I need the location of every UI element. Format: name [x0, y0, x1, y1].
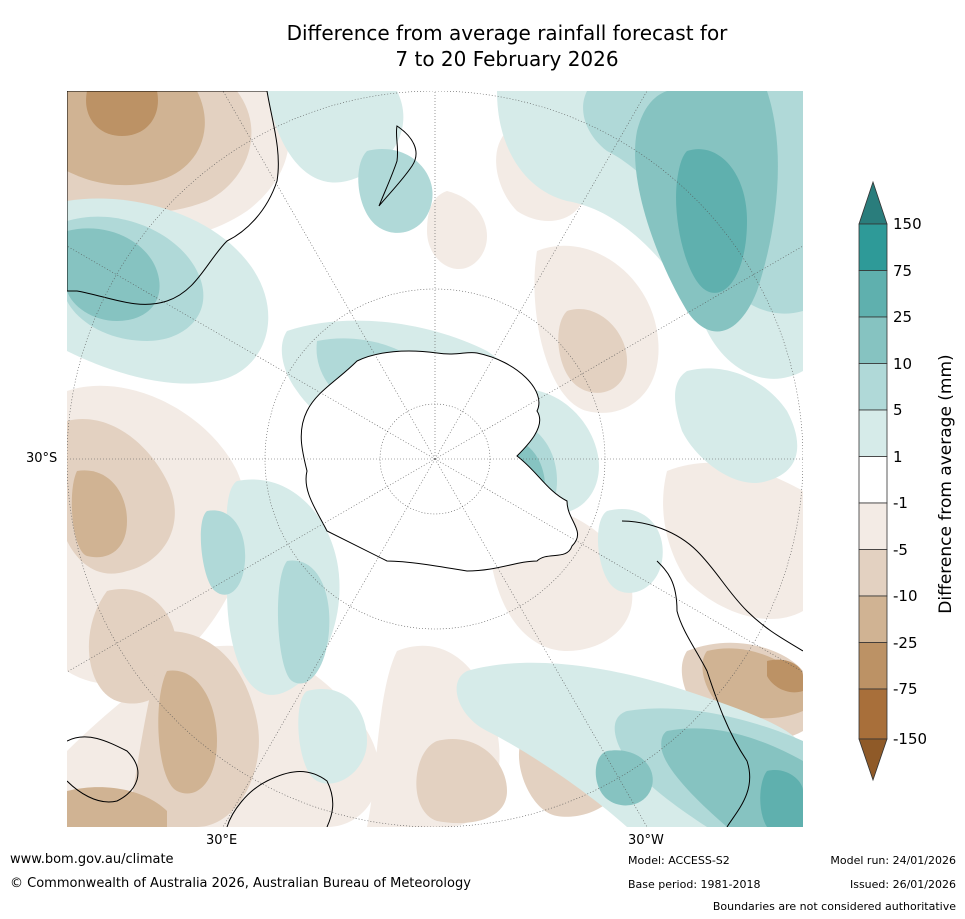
issued-date: Issued: 26/01/2026 [849, 878, 956, 891]
title-line-1: Difference from average rainfall forecas… [286, 21, 728, 45]
title-line-2: 7 to 20 February 2026 [395, 47, 619, 71]
tick-label: -75 [893, 680, 918, 698]
tick-label: -1 [893, 494, 908, 512]
lon-label-30e: 30°E [206, 833, 238, 848]
base-period: Base period: 1981-2018 [628, 878, 761, 891]
graticule [67, 91, 803, 827]
tick-label: -25 [893, 633, 918, 652]
tick-label: 75 [893, 261, 913, 280]
southern-africa [226, 771, 334, 827]
colorbar [858, 180, 888, 782]
website-link[interactable]: www.bom.gov.au/climate [10, 852, 174, 867]
model-run-date: Model run: 24/01/2026 [830, 854, 956, 867]
map-title: Difference from average rainfall forecas… [0, 20, 965, 72]
model-name: Model: ACCESS-S2 [628, 854, 730, 867]
lon-label-30w: 30°W [628, 833, 664, 848]
colorbar-top-arrow [858, 180, 888, 225]
rainfall-anomaly-map [67, 91, 803, 827]
copyright-text: © Commonwealth of Australia 2026, Austra… [10, 876, 471, 891]
colorbar-bottom-arrow [858, 738, 888, 782]
madagascar [67, 736, 139, 803]
colorbar-bins [858, 223, 888, 740]
tick-label: 1 [893, 447, 903, 466]
tick-label: -10 [893, 587, 918, 605]
tick-label: 25 [893, 308, 913, 326]
very-wet-regions [676, 149, 803, 827]
boundaries-disclaimer: Boundaries are not considered authoritat… [712, 900, 956, 913]
tick-label: 5 [893, 401, 903, 419]
tick-label: 150 [893, 215, 922, 233]
australia [67, 91, 279, 305]
south-america [621, 520, 803, 827]
tick-label: -5 [893, 540, 908, 559]
new-zealand [378, 125, 417, 207]
tick-label: -150 [893, 730, 928, 748]
lat-label-30s: 30°S [26, 451, 58, 466]
very-dry-regions [86, 91, 803, 693]
antarctica [300, 350, 579, 572]
colorbar-title: Difference from average (mm) [936, 354, 956, 614]
tick-label: 10 [893, 354, 913, 373]
strong-dry-regions [67, 91, 803, 827]
